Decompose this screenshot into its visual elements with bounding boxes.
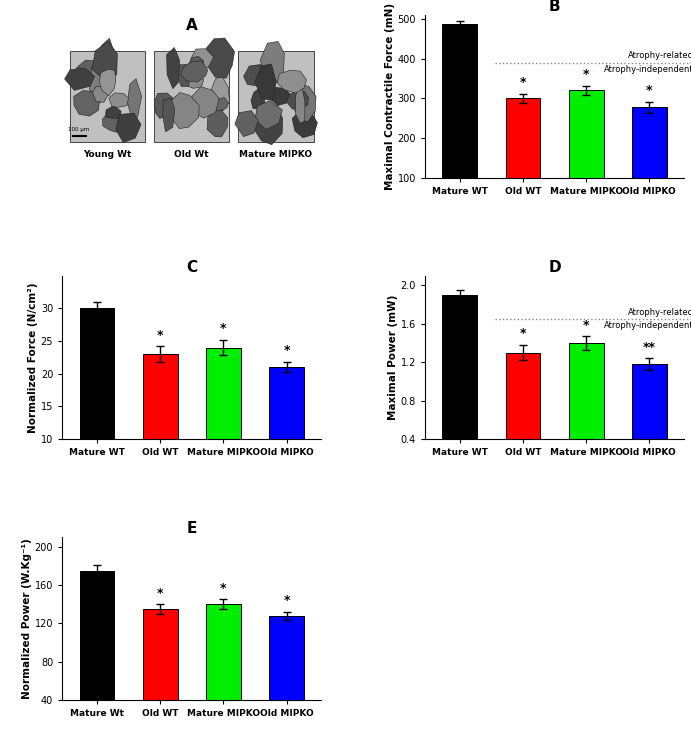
- Bar: [569, 91, 603, 217]
- Polygon shape: [254, 103, 283, 144]
- Polygon shape: [102, 111, 122, 132]
- Polygon shape: [211, 77, 229, 111]
- Polygon shape: [92, 41, 117, 80]
- Text: *: *: [220, 581, 227, 595]
- Text: 100 μm: 100 μm: [68, 128, 90, 132]
- Polygon shape: [105, 105, 121, 119]
- Text: Old Wt: Old Wt: [174, 150, 209, 159]
- Y-axis label: Maximal Contractile Force (mN): Maximal Contractile Force (mN): [385, 3, 395, 190]
- Polygon shape: [277, 70, 306, 93]
- Polygon shape: [108, 93, 129, 108]
- Text: Mature MIPKO: Mature MIPKO: [239, 150, 312, 159]
- Bar: [569, 343, 603, 478]
- Polygon shape: [255, 101, 283, 130]
- Polygon shape: [235, 111, 258, 136]
- Bar: [143, 354, 178, 504]
- Polygon shape: [191, 49, 214, 72]
- Polygon shape: [163, 98, 175, 132]
- Polygon shape: [207, 38, 234, 78]
- Text: *: *: [583, 68, 589, 81]
- Title: C: C: [186, 259, 198, 275]
- Polygon shape: [294, 84, 316, 122]
- Polygon shape: [296, 84, 305, 124]
- Polygon shape: [244, 65, 267, 86]
- Polygon shape: [252, 65, 263, 81]
- Text: *: *: [157, 587, 163, 600]
- Polygon shape: [127, 79, 142, 119]
- Bar: [442, 295, 477, 478]
- Polygon shape: [101, 38, 115, 83]
- Polygon shape: [255, 64, 276, 100]
- Polygon shape: [207, 109, 228, 137]
- Text: A: A: [186, 18, 198, 33]
- Polygon shape: [189, 56, 204, 69]
- Text: *: *: [520, 76, 526, 89]
- Bar: [206, 604, 240, 737]
- Polygon shape: [183, 73, 204, 88]
- Polygon shape: [93, 86, 108, 102]
- Polygon shape: [180, 61, 207, 82]
- Polygon shape: [269, 88, 292, 105]
- Bar: [632, 107, 667, 217]
- Polygon shape: [261, 41, 284, 84]
- Polygon shape: [89, 63, 108, 105]
- Title: E: E: [187, 521, 197, 536]
- Y-axis label: Normalized Force (N/cm²): Normalized Force (N/cm²): [28, 282, 38, 433]
- Y-axis label: Maximal Power (mW): Maximal Power (mW): [388, 295, 398, 420]
- Text: Atrophy-related: Atrophy-related: [627, 307, 691, 317]
- Polygon shape: [287, 91, 308, 109]
- Polygon shape: [78, 60, 106, 77]
- Bar: [506, 352, 540, 478]
- Bar: [269, 615, 304, 737]
- Bar: [206, 348, 240, 504]
- Text: *: *: [646, 84, 652, 97]
- Polygon shape: [170, 92, 199, 128]
- Title: B: B: [549, 0, 560, 13]
- Title: D: D: [548, 259, 561, 275]
- Bar: [79, 570, 114, 737]
- Bar: [442, 24, 477, 217]
- Text: *: *: [583, 319, 589, 332]
- Text: Atrophy-related: Atrophy-related: [627, 51, 691, 60]
- Text: Atrophy-independent: Atrophy-independent: [604, 321, 691, 330]
- Polygon shape: [154, 93, 173, 119]
- Polygon shape: [292, 110, 317, 138]
- Text: Atrophy-independent: Atrophy-independent: [604, 65, 691, 74]
- Polygon shape: [251, 88, 265, 109]
- Polygon shape: [192, 87, 219, 118]
- Text: *: *: [283, 344, 290, 357]
- Polygon shape: [116, 113, 141, 142]
- Polygon shape: [213, 97, 228, 111]
- Text: **: **: [643, 340, 656, 354]
- Text: Young Wt: Young Wt: [84, 150, 132, 159]
- Bar: [506, 98, 540, 217]
- Polygon shape: [176, 65, 190, 87]
- Polygon shape: [75, 66, 88, 81]
- Text: *: *: [157, 329, 163, 342]
- Polygon shape: [74, 91, 100, 116]
- Bar: [79, 309, 114, 504]
- Bar: [269, 367, 304, 504]
- Text: *: *: [283, 594, 290, 607]
- Y-axis label: Normalized Power (W.Kg⁻¹): Normalized Power (W.Kg⁻¹): [22, 538, 32, 699]
- Text: *: *: [520, 327, 526, 340]
- Polygon shape: [64, 68, 95, 91]
- Polygon shape: [167, 47, 180, 88]
- Bar: [143, 609, 178, 737]
- Text: *: *: [220, 322, 227, 335]
- Polygon shape: [100, 69, 116, 96]
- Bar: [632, 364, 667, 478]
